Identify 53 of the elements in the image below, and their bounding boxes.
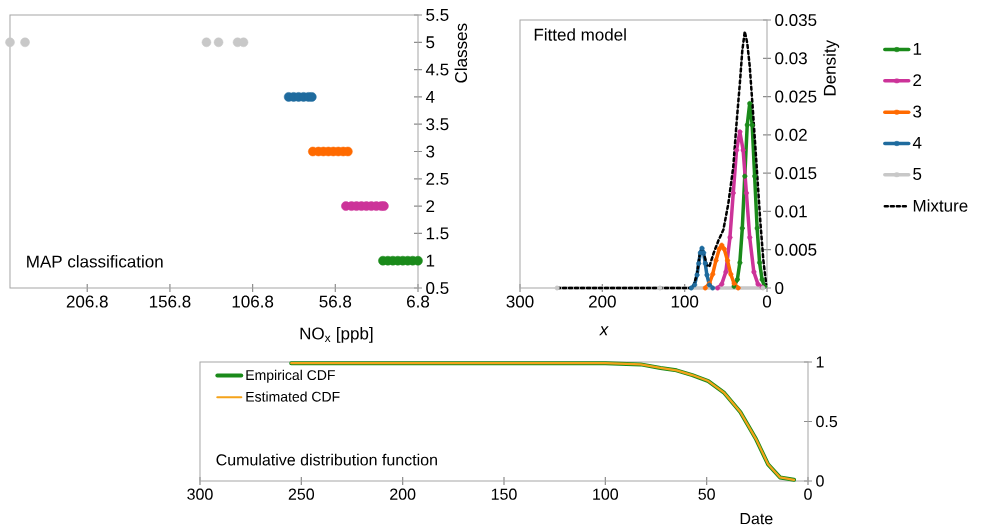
x-tick-label: 50: [698, 488, 715, 500]
chart-title: Fitted model: [534, 28, 626, 41]
y-tick-label: 4: [425, 91, 435, 103]
x-axis-title: x: [599, 326, 609, 336]
legend-label: 4: [912, 136, 922, 149]
x-tick-label: 100: [593, 488, 619, 500]
y-tick-label: 0.01: [775, 205, 807, 218]
legend-label: Mixture: [913, 199, 968, 212]
y-tick-label: 3: [426, 145, 435, 158]
legend-label: Estimated CDF: [246, 391, 340, 402]
legend-label: 5: [913, 168, 922, 180]
x-tick-label: 156.8: [149, 295, 191, 308]
y-tick-label: 2.5: [426, 172, 449, 185]
y-tick-label: 2: [426, 200, 435, 213]
y-tick-label: 1.5: [426, 227, 449, 240]
legend-label: 3: [913, 105, 922, 118]
legend-label: Empirical CDF: [246, 369, 335, 383]
x-tick-label: 250: [288, 488, 315, 500]
x-tick-label: 6.8: [407, 295, 430, 308]
legend-label: 2: [913, 74, 922, 87]
x-axis-title: Date: [740, 513, 773, 525]
y-tick-label: 1: [426, 254, 435, 267]
y-tick-label: 0.025: [775, 90, 817, 103]
y-tick-label: 0.5: [426, 281, 449, 295]
x-tick-label: 0: [762, 295, 772, 308]
y-tick-label: 1: [816, 356, 824, 368]
y-tick-label: 0.035: [775, 13, 817, 27]
y-tick-label: 0.03: [775, 52, 807, 65]
y-tick-label: 3.5: [426, 118, 449, 131]
x-tick-label: 200: [390, 488, 416, 500]
y-tick-label: 5: [426, 36, 435, 49]
y-axis-title: Classes: [454, 23, 468, 83]
y-tick-label: 0.015: [775, 167, 817, 180]
text: Cumulative distribution function: [216, 453, 437, 466]
x-tick-label: 200: [589, 295, 616, 308]
legend-label: 1: [913, 42, 922, 55]
x-tick-label: 106.8: [232, 295, 274, 308]
y-tick-label: 4.5: [425, 63, 449, 76]
x-tick-label: 300: [187, 488, 213, 500]
y-tick-label: 0.005: [775, 243, 817, 256]
x-tick-label: 150: [491, 488, 517, 500]
text: MAP classification: [27, 255, 163, 268]
x-tick-label: 100: [671, 295, 699, 308]
y-tick-label: 0: [816, 475, 824, 487]
x-tick-label: 56.8: [319, 295, 352, 308]
y-tick-label: 0.5: [816, 415, 838, 428]
y-tick-label: 0: [775, 281, 784, 295]
x-axis-title: NO$_{x}$ [ppb]: [300, 327, 373, 343]
y-tick-label: 0.02: [775, 128, 807, 141]
y-axis-title: Density: [823, 39, 840, 96]
x-tick-label: 300: [506, 295, 534, 308]
x-tick-label: 206.8: [66, 295, 108, 308]
y-tick-label: 5.5: [426, 9, 449, 21]
